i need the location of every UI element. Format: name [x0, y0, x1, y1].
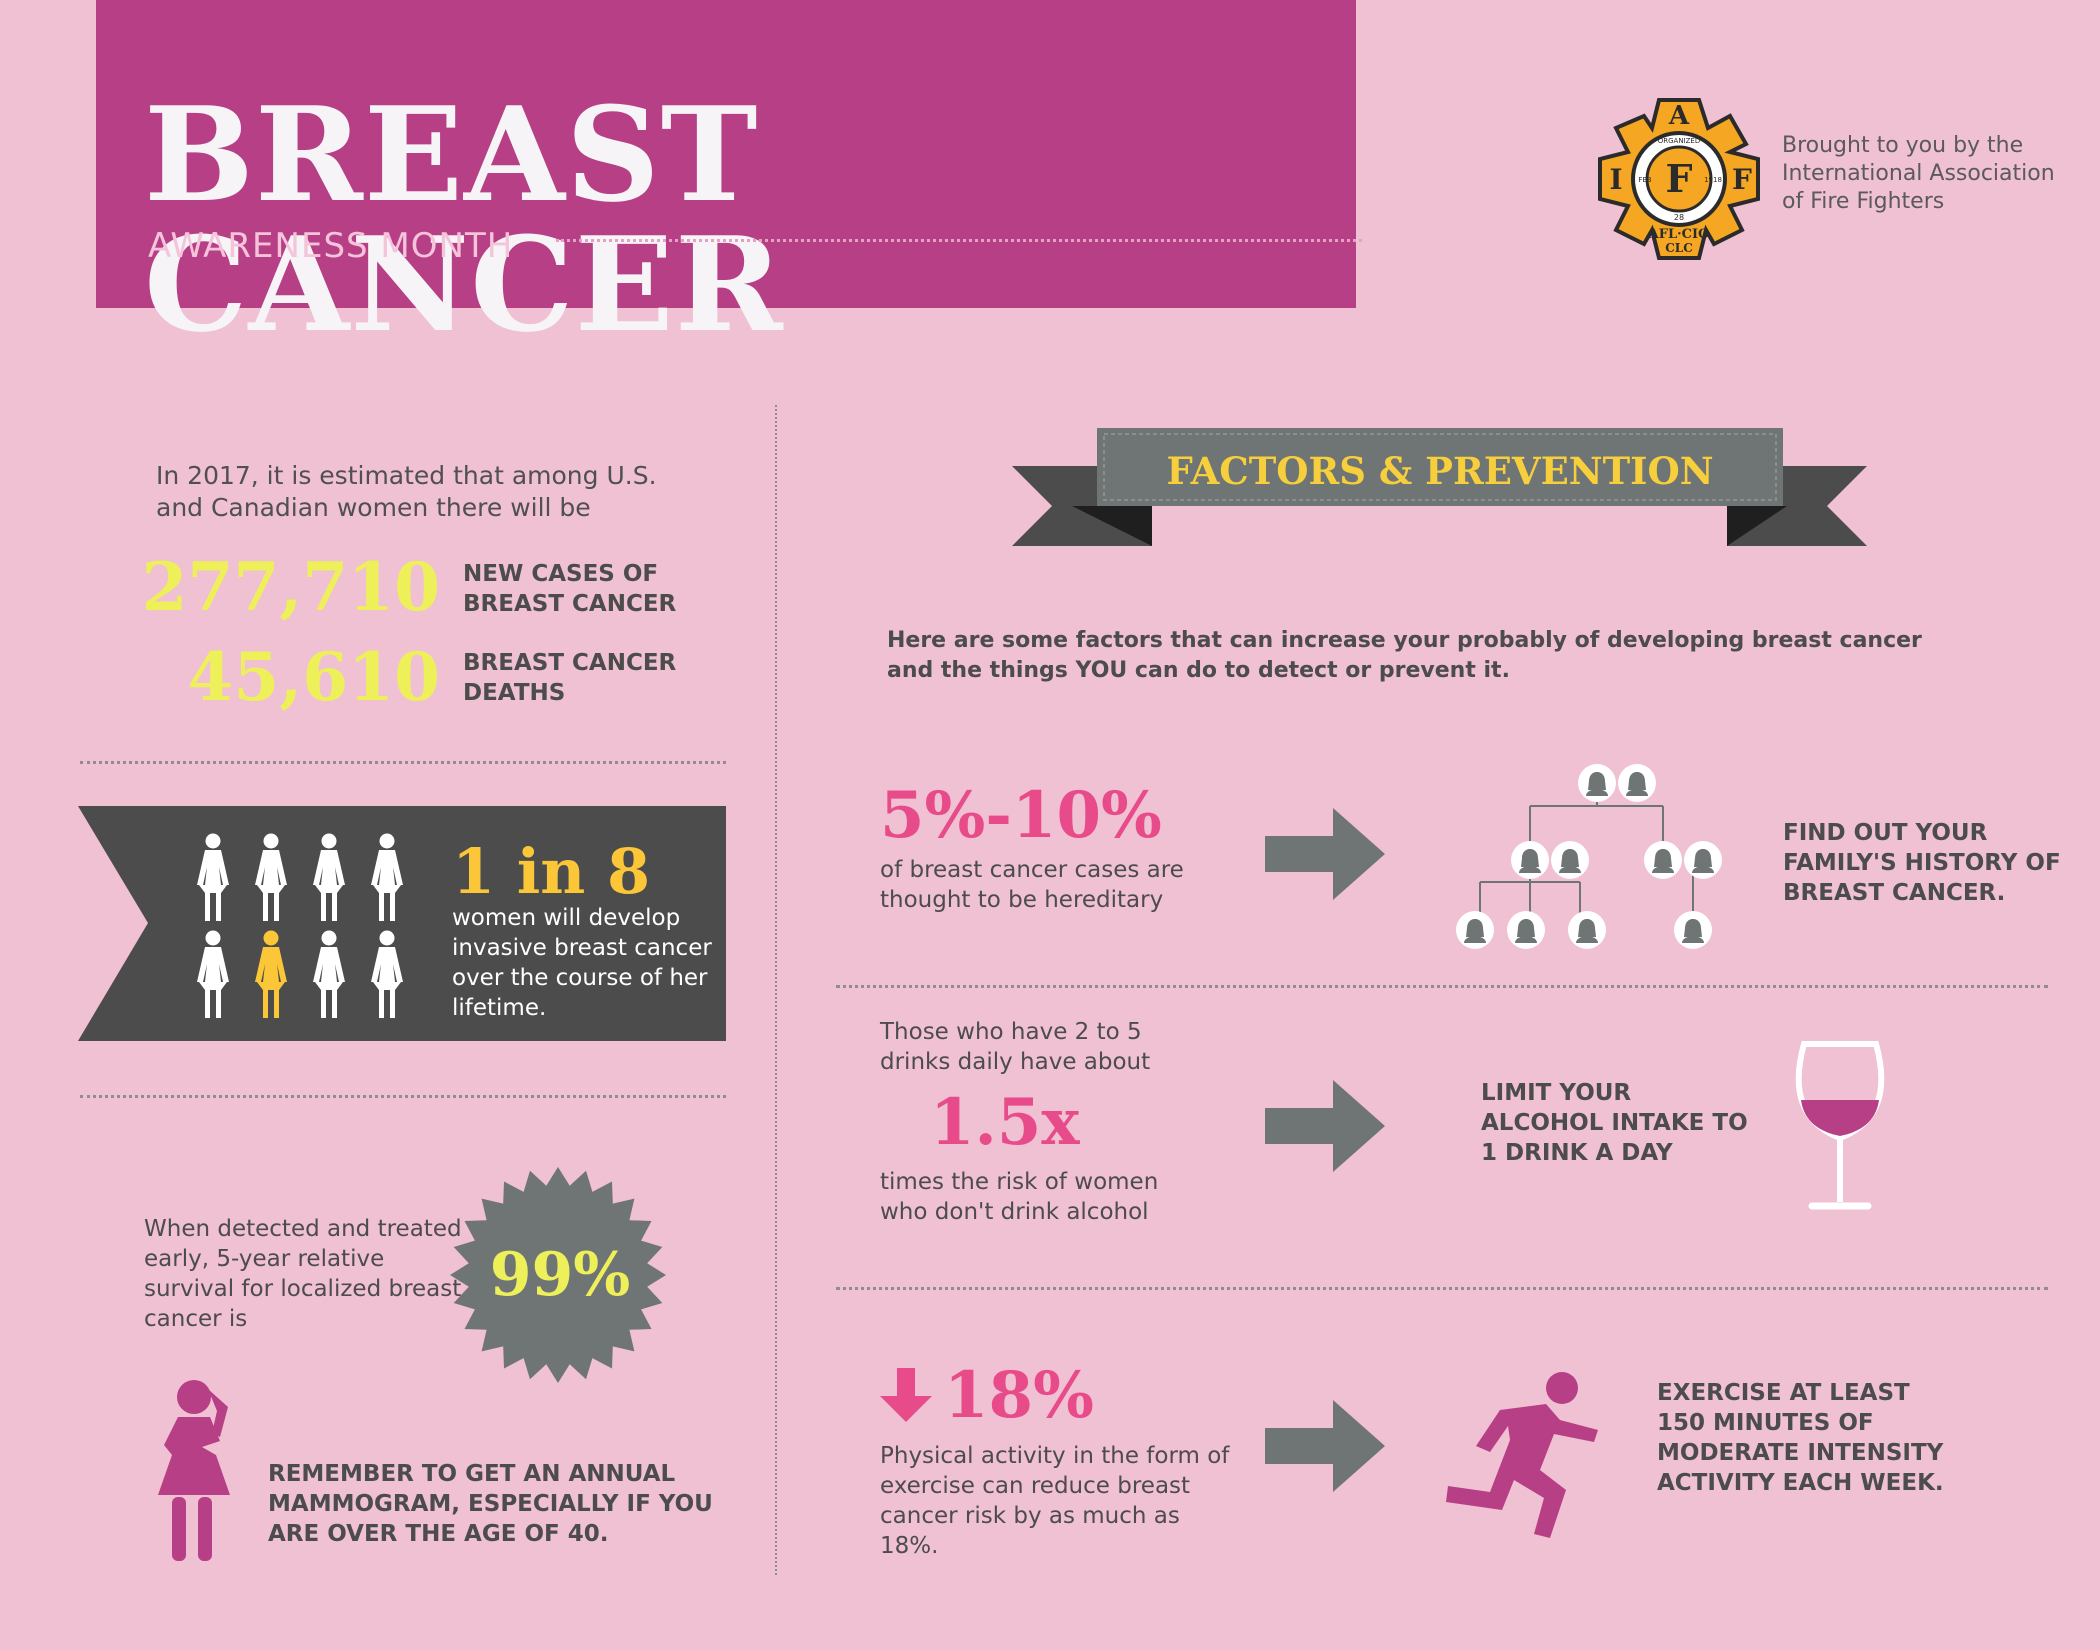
section-divider: [80, 761, 726, 764]
header-divider: [556, 239, 1362, 242]
exercise-value: 18%: [944, 1358, 1094, 1433]
family-tree-icon: [1456, 764, 1722, 949]
exercise-text: Physical activity in the form of exercis…: [880, 1443, 1230, 1559]
survival-value: 99%: [490, 1240, 631, 1310]
exercise-action: EXERCISE AT LEAST 150 MINUTES OF MODERAT…: [1657, 1380, 1944, 1496]
wine-glass-icon: [1795, 1041, 1885, 1210]
arrow-right-icon: [1265, 1400, 1385, 1492]
brought-by-text: Brought to you by the International Asso…: [1782, 133, 2055, 214]
alcohol-text: times the risk of women who don't drink …: [880, 1169, 1159, 1225]
page-subtitle: AWARENESS MONTH: [148, 226, 514, 266]
factors-title: FACTORS & PREVENTION: [1166, 449, 1714, 493]
ratio-text: women will develop invasive breast cance…: [452, 905, 712, 1021]
logo-ring-top: ORGANIZED: [1658, 137, 1701, 145]
family-history-action: FIND OUT YOUR FAMILY'S HISTORY OF BREAST…: [1783, 820, 2061, 906]
new-cases-value: 277,710: [141, 548, 440, 626]
running-person-icon: [1446, 1372, 1598, 1538]
section-divider: [836, 985, 2048, 988]
alcohol-pre-text: Those who have 2 to 5 drinks daily have …: [880, 1019, 1151, 1075]
mammogram-reminder: REMEMBER TO GET AN ANNUAL MAMMOGRAM, ESP…: [268, 1461, 713, 1547]
column-divider: [775, 405, 777, 1575]
logo-right-letter: F: [1732, 163, 1752, 196]
ratio-ribbon: [78, 806, 726, 1041]
logo-center-letter: F: [1666, 156, 1693, 201]
logo-ring-right: 1918: [1704, 176, 1722, 184]
deaths-value: 45,610: [187, 638, 440, 716]
arrow-down-icon: [880, 1368, 932, 1422]
factors-intro: Here are some factors that can increase …: [887, 628, 1922, 683]
arrow-right-icon: [1265, 1080, 1385, 1172]
logo-left-letter: I: [1609, 163, 1622, 196]
logo-top-letter: A: [1668, 101, 1690, 131]
hereditary-value: 5%-10%: [880, 778, 1162, 853]
deaths-label: BREAST CANCER DEATHS: [463, 650, 677, 706]
factors-banner: [1012, 428, 1867, 546]
logo-ring-bottom: 28: [1674, 213, 1684, 222]
hereditary-text: of breast cancer cases are thought to be…: [880, 857, 1184, 913]
ratio-headline: 1 in 8: [452, 835, 651, 908]
iaff-logo-icon: F A I F ORGANIZED FEB 1918 28 AFL·CIO CL…: [1598, 98, 1760, 260]
logo-ring-left: FEB: [1638, 176, 1651, 184]
alcohol-value: 1.5x: [930, 1085, 1080, 1160]
section-divider: [836, 1287, 2048, 1290]
section-divider: [80, 1095, 726, 1098]
header-banner: BREAST CANCER AWARENESS MONTH: [96, 0, 1362, 350]
logo-bottom-line1: AFL·CIO: [1648, 227, 1710, 242]
arrow-right-icon: [1265, 808, 1385, 900]
alcohol-action: LIMIT YOUR ALCOHOL INTAKE TO 1 DRINK A D…: [1481, 1080, 1748, 1166]
survival-badge: 99%: [450, 1167, 666, 1383]
stats-intro: In 2017, it is estimated that among U.S.…: [156, 461, 657, 522]
logo-bottom-line2: CLC: [1665, 241, 1693, 255]
woman-thinking-icon: [158, 1380, 230, 1561]
new-cases-label: NEW CASES OF BREAST CANCER: [463, 561, 677, 617]
survival-text: When detected and treated early, 5-year …: [144, 1216, 462, 1332]
page-title: BREAST CANCER: [144, 78, 784, 361]
